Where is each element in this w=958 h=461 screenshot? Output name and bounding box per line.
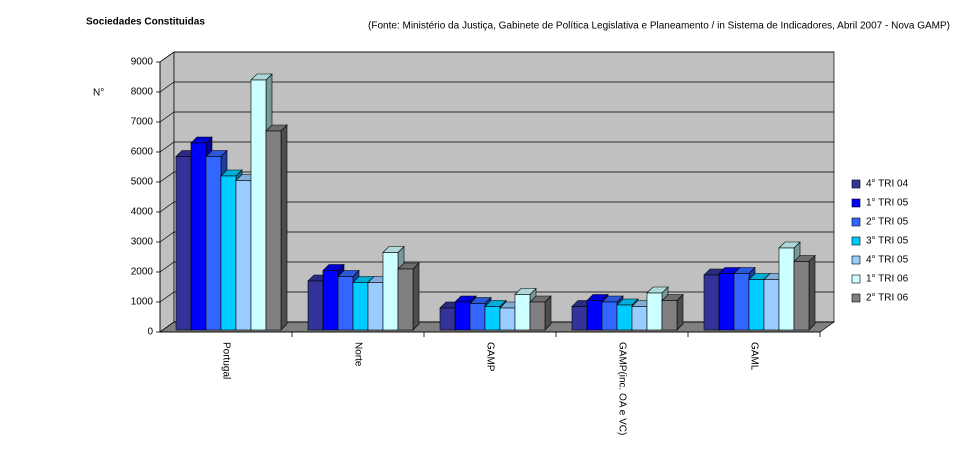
bar bbox=[571, 306, 588, 331]
bar bbox=[484, 306, 501, 331]
bar bbox=[337, 276, 354, 331]
grid-line bbox=[159, 81, 834, 93]
bar bbox=[763, 279, 780, 331]
grid-line bbox=[159, 51, 834, 63]
bar bbox=[307, 280, 324, 331]
bar-side bbox=[412, 262, 420, 331]
x-tick-label: Portugal bbox=[220, 342, 231, 379]
x-tick-label: Norte bbox=[352, 342, 363, 367]
legend-swatch bbox=[851, 274, 861, 284]
legend-label: 4° TRI 05 bbox=[866, 255, 909, 266]
y-tick-label: 8000 bbox=[131, 87, 154, 98]
bar bbox=[235, 180, 252, 331]
bar bbox=[718, 273, 735, 331]
y-tick-label: 6000 bbox=[131, 147, 154, 158]
y-tick-label: 5000 bbox=[131, 177, 154, 188]
y-tick-label: 7000 bbox=[131, 117, 154, 128]
bar bbox=[175, 156, 192, 331]
bar bbox=[778, 247, 795, 331]
legend-swatch bbox=[851, 198, 861, 208]
chart-title: Sociedades Constituidas bbox=[86, 17, 205, 28]
x-tick-label: GAMP(inc. OA e VC) bbox=[616, 342, 627, 435]
bar bbox=[439, 307, 456, 331]
y-tick-label: 1000 bbox=[131, 297, 154, 308]
legend-swatch bbox=[851, 255, 861, 265]
bar bbox=[397, 268, 414, 331]
bar bbox=[661, 300, 678, 331]
bar bbox=[382, 252, 399, 331]
bar bbox=[703, 274, 720, 331]
x-tick-label: GAMP bbox=[484, 342, 495, 372]
bar bbox=[367, 282, 384, 331]
bar bbox=[352, 282, 369, 331]
legend-swatch bbox=[851, 217, 861, 227]
bar bbox=[601, 301, 618, 331]
bar bbox=[454, 301, 471, 331]
bar bbox=[205, 156, 222, 331]
bar-side bbox=[280, 124, 288, 331]
legend-swatch bbox=[851, 236, 861, 246]
grid-line bbox=[159, 111, 834, 123]
legend-label: 2° TRI 05 bbox=[866, 217, 909, 228]
bar bbox=[514, 294, 531, 331]
bar bbox=[322, 270, 339, 331]
legend-label: 4° TRI 04 bbox=[866, 179, 909, 190]
bar bbox=[265, 130, 282, 331]
grid-line bbox=[159, 261, 834, 273]
grid-line bbox=[159, 171, 834, 183]
grid-line bbox=[159, 141, 834, 153]
y-tick-label: 4000 bbox=[131, 207, 154, 218]
legend-label: 1° TRI 05 bbox=[866, 198, 909, 209]
bar-side bbox=[808, 254, 816, 331]
bar bbox=[190, 142, 207, 331]
bar bbox=[499, 307, 516, 331]
legend-label: 3° TRI 05 bbox=[866, 236, 909, 247]
bar bbox=[469, 303, 486, 331]
y-tick-label: 0 bbox=[147, 327, 153, 338]
bar bbox=[733, 273, 750, 331]
bar bbox=[529, 301, 546, 331]
grid-line bbox=[159, 201, 834, 213]
bar bbox=[586, 300, 603, 331]
bar bbox=[631, 306, 648, 331]
grid-line bbox=[159, 231, 834, 243]
legend-label: 1° TRI 06 bbox=[866, 274, 909, 285]
bar bbox=[646, 292, 663, 331]
left-wall bbox=[159, 51, 175, 333]
chart-subtitle: (Fonte: Ministério da Justiça, Gabinete … bbox=[368, 21, 950, 32]
x-tick-label: GAML bbox=[748, 342, 759, 371]
bar bbox=[748, 279, 765, 331]
bar bbox=[793, 261, 810, 331]
y-axis-label: N° bbox=[93, 88, 104, 99]
legend-label: 2° TRI 06 bbox=[866, 293, 909, 304]
legend-swatch bbox=[851, 293, 861, 303]
bar bbox=[616, 304, 633, 331]
grid-line bbox=[159, 291, 834, 303]
legend-swatch bbox=[851, 179, 861, 189]
y-tick-label: 3000 bbox=[131, 237, 154, 248]
bar bbox=[250, 79, 267, 331]
y-tick-label: 2000 bbox=[131, 267, 154, 278]
bar bbox=[220, 175, 237, 331]
y-tick-label: 9000 bbox=[131, 57, 154, 68]
